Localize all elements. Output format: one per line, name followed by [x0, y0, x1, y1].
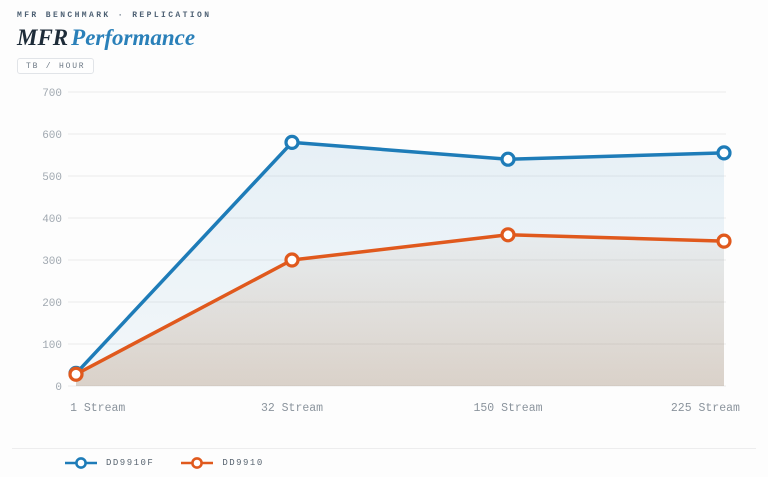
page-title: MFR Performance: [17, 26, 211, 50]
y-axis-label: 0: [55, 382, 62, 394]
data-point-marker-DD9910-2: [284, 252, 300, 268]
y-axis-label: 300: [42, 256, 62, 268]
chart-header: MFR BENCHMARK · REPLICATION MFR Performan…: [17, 11, 211, 74]
title-primary: MFR: [17, 25, 69, 50]
data-point-marker-DD9910F-4: [716, 145, 732, 161]
legend-series-marker-icon: [65, 457, 97, 469]
legend-item-DD9910F[interactable]: DD9910F: [64, 457, 154, 469]
title-secondary: Performance: [71, 25, 196, 50]
series-line-DD9910F: [74, 140, 726, 376]
x-axis-label: 1 Stream: [70, 402, 125, 415]
y-axis-label: 600: [42, 130, 62, 142]
eyebrow-label: MFR BENCHMARK · REPLICATION: [17, 11, 212, 20]
y-axis-label: 500: [42, 172, 62, 184]
chart-legend: DD9910F DD9910: [12, 448, 756, 469]
x-axis-label: 150 Stream: [473, 402, 542, 415]
series-area-DD9910: [76, 234, 724, 386]
data-point-marker-DD9910-1: [68, 366, 84, 382]
y-axis-label: 100: [42, 340, 62, 352]
x-axis-label: 225 Stream: [671, 402, 740, 415]
y-axis-label: 400: [42, 214, 62, 226]
legend-series-marker-icon: [181, 457, 214, 469]
unit-badge: TB / HOUR: [17, 58, 95, 74]
y-axis-label: 700: [42, 88, 62, 100]
data-point-marker-DD9910F-2: [284, 134, 300, 150]
x-axis-label: 32 Stream: [261, 402, 323, 415]
data-point-marker-DD9910F-3: [500, 151, 516, 167]
legend-label: DD9910: [222, 458, 264, 468]
legend-item-DD9910[interactable]: DD9910: [180, 457, 263, 469]
data-point-marker-DD9910-3: [500, 227, 516, 243]
legend-label: DD9910F: [106, 458, 155, 468]
y-axis-label: 200: [42, 298, 62, 310]
data-point-marker-DD9910-4: [716, 233, 732, 249]
series-line-DD9910: [74, 233, 726, 376]
